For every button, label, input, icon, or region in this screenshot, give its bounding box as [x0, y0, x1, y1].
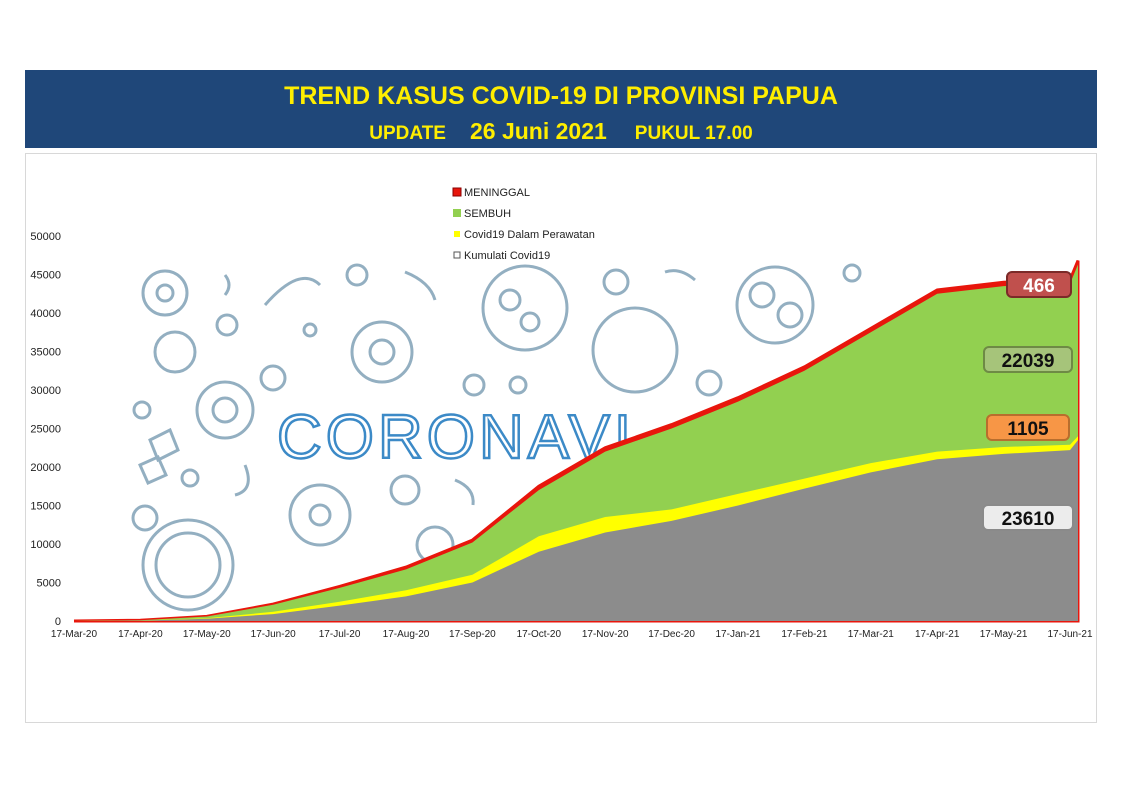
x-tick-label: 17-Mar-20 [51, 629, 98, 640]
y-tick-label: 50000 [30, 231, 61, 243]
update-line: UPDATE 26 Juni 2021 PUKUL 17.00 [25, 118, 1097, 145]
y-tick-label: 25000 [30, 424, 61, 436]
y-tick-label: 15000 [30, 501, 61, 513]
virus-illustration [131, 263, 862, 612]
x-tick-label: 17-Jan-21 [715, 629, 760, 640]
x-tick-label: 17-Apr-21 [915, 629, 960, 640]
y-tick-label: 40000 [30, 308, 61, 320]
callout-perawatan: 1105 [986, 414, 1070, 441]
x-tick-label: 17-May-21 [980, 629, 1028, 640]
y-tick-label: 20000 [30, 462, 61, 474]
data-areas [73, 260, 1080, 623]
y-tick-label: 45000 [30, 270, 61, 282]
x-tick-label: 17-May-20 [183, 629, 231, 640]
header-banner: TREND KASUS COVID-19 DI PROVINSI PAPUA U… [25, 70, 1097, 148]
x-tick-label: 17-Jun-20 [251, 629, 296, 640]
x-tick-label: 17-Mar-21 [848, 629, 895, 640]
x-tick-label: 17-Dec-20 [648, 629, 695, 640]
y-tick-label: 10000 [30, 539, 61, 551]
update-date: 26 Juni 2021 [469, 118, 607, 144]
x-tick-label: 17-Feb-21 [781, 629, 828, 640]
callout-sembuh: 22039 [983, 346, 1073, 373]
x-tick-label: 17-Jul-20 [319, 629, 361, 640]
chart-title: TREND KASUS COVID-19 DI PROVINSI PAPUA [284, 82, 838, 110]
y-tick-label: 30000 [30, 385, 61, 397]
legend-label-sembuh: SEMBUH [464, 208, 511, 220]
legend-swatch-kumulati [453, 251, 461, 259]
x-tick-label: 17-Apr-20 [118, 629, 163, 640]
update-time: PUKUL 17.00 [634, 123, 753, 144]
y-tick-label: 5000 [37, 578, 61, 590]
y-tick-label: 0 [55, 616, 61, 628]
x-tick-label: 17-Jun-21 [1047, 629, 1092, 640]
callout-kumulati: 23610 [982, 504, 1074, 531]
background-watermark: CORONAVI [277, 403, 635, 472]
legend: MENINGGAL SEMBUH Covid19 Dalam Perawatan… [452, 187, 595, 262]
tick-labels: 0 5000 10000 15000 20000 25000 30000 35000 40000… [30, 231, 1093, 640]
update-label: UPDATE [369, 123, 446, 144]
x-tick-label: 17-Oct-20 [517, 629, 562, 640]
x-tick-label: 17-Sep-20 [449, 629, 496, 640]
legend-swatch-meninggal [452, 187, 462, 197]
callout-meninggal: 466 [1006, 271, 1072, 298]
legend-swatch-perawatan [454, 231, 460, 237]
y-tick-label: 35000 [30, 347, 61, 359]
legend-swatch-sembuh [453, 209, 461, 217]
legend-label-kumulati: Kumulati Covid19 [464, 250, 550, 262]
x-tick-label: 17-Nov-20 [582, 629, 629, 640]
x-tick-label: 17-Aug-20 [383, 629, 430, 640]
area-kumulati [74, 440, 1078, 621]
legend-label-perawatan: Covid19 Dalam Perawatan [464, 229, 595, 241]
legend-label-meninggal: MENINGGAL [464, 187, 530, 199]
